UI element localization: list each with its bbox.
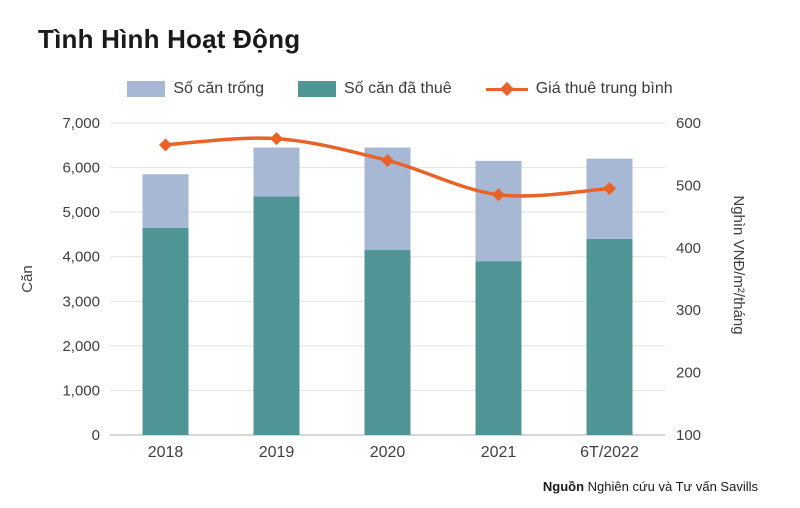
x-axis-category-label: 2019	[259, 444, 295, 461]
x-axis-category-label: 6T/2022	[580, 444, 639, 461]
chart-canvas: 0 1,000 2,000 3,000 4,000 5,000 6,000 7,000 100 2…	[19, 115, 747, 461]
right-axis-title: Nghìn VNĐ/m²/tháng	[730, 195, 747, 334]
legend-swatch-rented	[298, 81, 337, 97]
bar-rented	[475, 261, 522, 435]
legend-item-rented: Số căn đã thuê	[298, 80, 452, 98]
rent-line-marker-icon	[381, 153, 394, 167]
source-label: Nguồn	[542, 479, 585, 494]
rent-line-marker-icon	[603, 182, 616, 196]
right-axis-tick-label: 600	[676, 115, 701, 132]
left-axis-tick-label: 6,000	[62, 160, 100, 177]
right-axis-tick-label: 500	[676, 177, 701, 194]
bar-rented	[142, 227, 189, 435]
source-text: Nghiên cứu và Tư vấn Savills	[584, 479, 758, 494]
x-axis-category-label: 2018	[148, 444, 184, 461]
legend-label-rent-line: Giá thuê trung bình	[535, 80, 673, 97]
legend-swatch-rent-line	[485, 81, 528, 97]
left-axis-tick-label: 3,000	[62, 293, 100, 310]
left-axis-tick-label: 2,000	[62, 338, 100, 355]
source-note: Nguồn Nghiên cứu và Tư vấn Savills	[543, 479, 758, 494]
x-axis-category-label: 2020	[370, 444, 406, 461]
bar-vacant	[253, 147, 300, 197]
left-axis-tick-label: 4,000	[62, 249, 100, 266]
left-axis-title: Căn	[19, 265, 36, 293]
bar-rented	[253, 196, 300, 435]
x-axis-category-label: 2021	[481, 444, 517, 461]
legend-label-vacant: Số căn trống	[173, 80, 265, 97]
right-axis-tick-label: 100	[676, 427, 701, 444]
legend-swatch-vacant	[127, 81, 166, 97]
right-axis-tick-label: 300	[676, 302, 701, 319]
legend-line-diamond-icon	[499, 81, 514, 97]
rent-line-marker-icon	[270, 132, 283, 146]
left-axis-tick-label: 5,000	[62, 204, 100, 221]
chart-title: Tình Hình Hoạt Động	[38, 24, 301, 54]
right-axis-tick-label: 200	[676, 365, 701, 382]
legend-item-vacant: Số căn trống	[127, 80, 264, 98]
bar-vacant	[475, 160, 522, 262]
rent-line-marker-icon	[492, 188, 505, 202]
bar-vacant	[142, 174, 189, 228]
left-axis-tick-label: 1,000	[62, 382, 100, 399]
bar-vacant	[586, 158, 633, 239]
left-axis-tick-label: 0	[92, 427, 100, 444]
bar-rented	[586, 238, 633, 435]
legend-label-rented: Số căn đã thuê	[344, 80, 452, 97]
legend-item-rent-line: Giá thuê trung bình	[485, 80, 673, 98]
rent-line-marker-icon	[159, 138, 172, 152]
chart-legend: Số căn trống Số căn đã thuê Giá thuê tru…	[0, 80, 800, 98]
right-axis-tick-label: 400	[676, 240, 701, 257]
bar-rented	[364, 250, 411, 435]
left-axis-tick-label: 7,000	[62, 115, 100, 132]
